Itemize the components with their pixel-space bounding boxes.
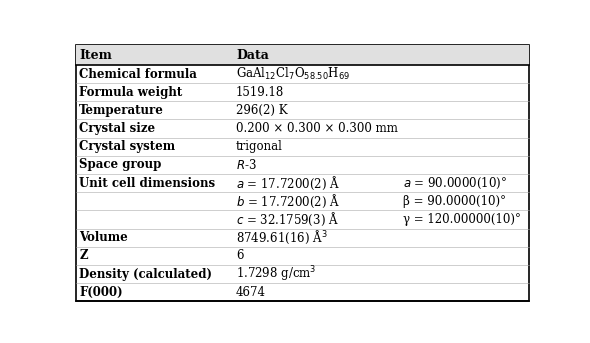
Text: Chemical formula: Chemical formula — [79, 68, 197, 81]
Text: γ = 120.00000(10)°: γ = 120.00000(10)° — [403, 213, 521, 226]
Text: 0.200 × 0.300 × 0.300 mm: 0.200 × 0.300 × 0.300 mm — [236, 122, 398, 135]
Text: Item: Item — [79, 48, 112, 61]
Text: 4674: 4674 — [236, 286, 266, 299]
Text: Crystal system: Crystal system — [79, 140, 175, 153]
Text: $c$ = 32.1759(3) Å: $c$ = 32.1759(3) Å — [236, 211, 339, 228]
Text: $b$ = 17.7200(2) Å: $b$ = 17.7200(2) Å — [236, 193, 340, 210]
Text: trigonal: trigonal — [236, 140, 283, 153]
Text: Formula weight: Formula weight — [79, 86, 182, 99]
Text: β = 90.0000(10)°: β = 90.0000(10)° — [403, 195, 506, 208]
Text: Density (calculated): Density (calculated) — [79, 268, 212, 281]
Text: Volume: Volume — [79, 231, 128, 244]
Text: Data: Data — [236, 48, 269, 61]
Text: Crystal size: Crystal size — [79, 122, 155, 135]
Text: Z: Z — [79, 249, 88, 262]
Text: $R$-3: $R$-3 — [236, 158, 257, 172]
Text: $a$ = 90.0000(10)°: $a$ = 90.0000(10)° — [403, 176, 507, 191]
Text: 296(2) K: 296(2) K — [236, 104, 288, 117]
Text: GaAl$_{12}$Cl$_7$O$_{58.50}$H$_{69}$: GaAl$_{12}$Cl$_7$O$_{58.50}$H$_{69}$ — [236, 66, 350, 82]
Text: 8749.61(16) Å$^3$: 8749.61(16) Å$^3$ — [236, 229, 327, 246]
Text: 6: 6 — [236, 249, 244, 262]
Bar — [76, 45, 529, 65]
Text: 1.7298 g/cm$^3$: 1.7298 g/cm$^3$ — [236, 264, 316, 284]
Text: 1519.18: 1519.18 — [236, 86, 284, 99]
Text: Space group: Space group — [79, 158, 162, 172]
Text: Unit cell dimensions: Unit cell dimensions — [79, 177, 215, 190]
Text: F(000): F(000) — [79, 286, 123, 299]
Text: Temperature: Temperature — [79, 104, 164, 117]
Text: $a$ = 17.7200(2) Å: $a$ = 17.7200(2) Å — [236, 175, 340, 192]
